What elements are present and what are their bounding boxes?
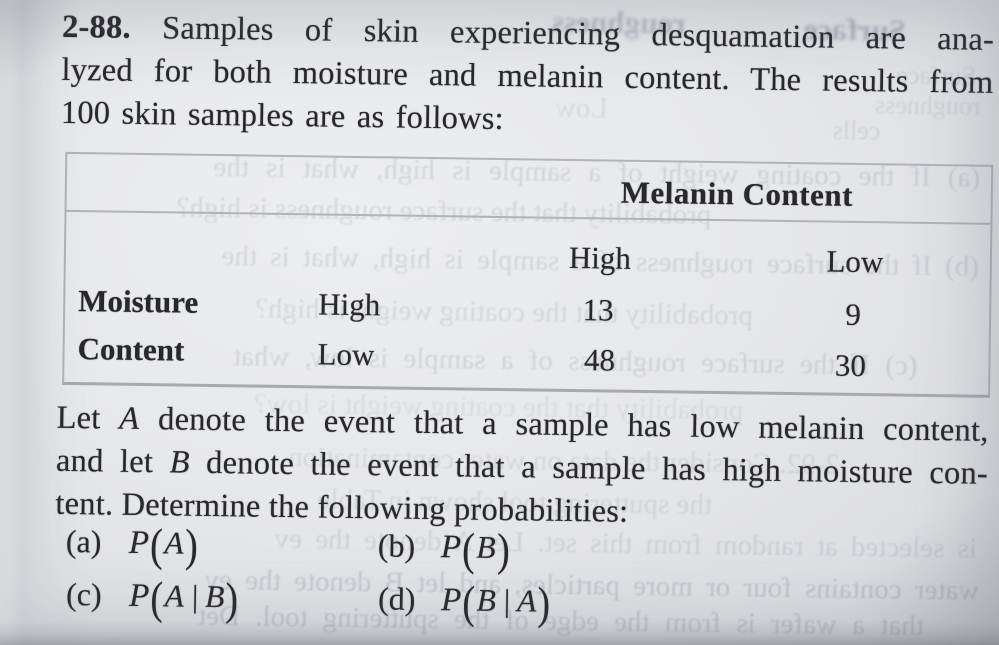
question-c-label: (c) xyxy=(65,575,102,613)
cell-low-low: 30 xyxy=(834,347,867,384)
cell-high-low: 9 xyxy=(845,296,862,333)
probability-argument: A | B xyxy=(164,578,225,615)
body-line-2-pre: and let xyxy=(55,442,154,481)
cell-high-high: 13 xyxy=(582,292,614,328)
table-border-right xyxy=(988,164,994,398)
question-b: (b) P(B) xyxy=(377,523,512,575)
row-group-header-line-1: Moisture xyxy=(78,283,199,320)
question-b-label: (b) xyxy=(377,527,416,564)
probability-argument: A xyxy=(164,525,184,561)
question-a-expression: P(A) xyxy=(128,519,200,571)
cell-low-high: 48 xyxy=(583,342,616,378)
question-a-label: (a) xyxy=(65,522,102,560)
problem-body-paragraph: Let A denote the event that a sample has… xyxy=(55,397,989,539)
ghost-line: (c) If the surface roughness of a sample… xyxy=(232,340,918,382)
probability-argument: B | A xyxy=(476,582,537,619)
problem-intro-paragraph: 2-88. Samples of skin experiencing desqu… xyxy=(61,6,995,148)
question-a: (a) P(A) xyxy=(65,519,200,571)
table-border-bottom xyxy=(62,381,991,398)
question-d: (d) P(B | A) xyxy=(377,576,552,628)
question-c-expression: P(A | B) xyxy=(128,572,240,624)
question-c: (c) P(A | B) xyxy=(65,572,240,624)
probability-symbol: P xyxy=(128,577,150,615)
question-d-label: (d) xyxy=(377,580,416,617)
probability-symbol: P xyxy=(128,524,150,562)
problem-number: 2-88. xyxy=(61,8,132,46)
row-label-low: Low xyxy=(317,336,375,373)
column-header-low: Low xyxy=(826,243,884,280)
body-line-1-pre: Let xyxy=(56,399,101,437)
table-header-divider xyxy=(64,209,993,225)
body-line-1-post: denote the event that a sample has low m… xyxy=(157,401,989,449)
question-row-2: (c) P(A | B) (d) P(B | A) xyxy=(0,572,995,639)
row-label-high: High xyxy=(318,286,381,323)
row-group-header-line-2: Content xyxy=(77,331,185,368)
question-b-expression: P(B) xyxy=(440,523,512,575)
probability-symbol: P xyxy=(440,582,462,619)
body-line-2-post: denote the event that a sample has high … xyxy=(205,444,989,492)
table-border-top xyxy=(65,151,994,167)
probability-argument: B xyxy=(476,529,496,565)
column-header-high: High xyxy=(568,239,632,276)
column-group-header: Melanin Content xyxy=(620,174,854,213)
event-variable-A: A xyxy=(119,400,140,437)
probability-symbol: P xyxy=(440,529,462,566)
event-variable-B: B xyxy=(169,444,190,481)
question-d-expression: P(B | A) xyxy=(440,576,552,628)
intro-line-1-text: Samples of skin experiencing desquamatio… xyxy=(161,10,995,58)
table-border-left xyxy=(62,151,68,385)
